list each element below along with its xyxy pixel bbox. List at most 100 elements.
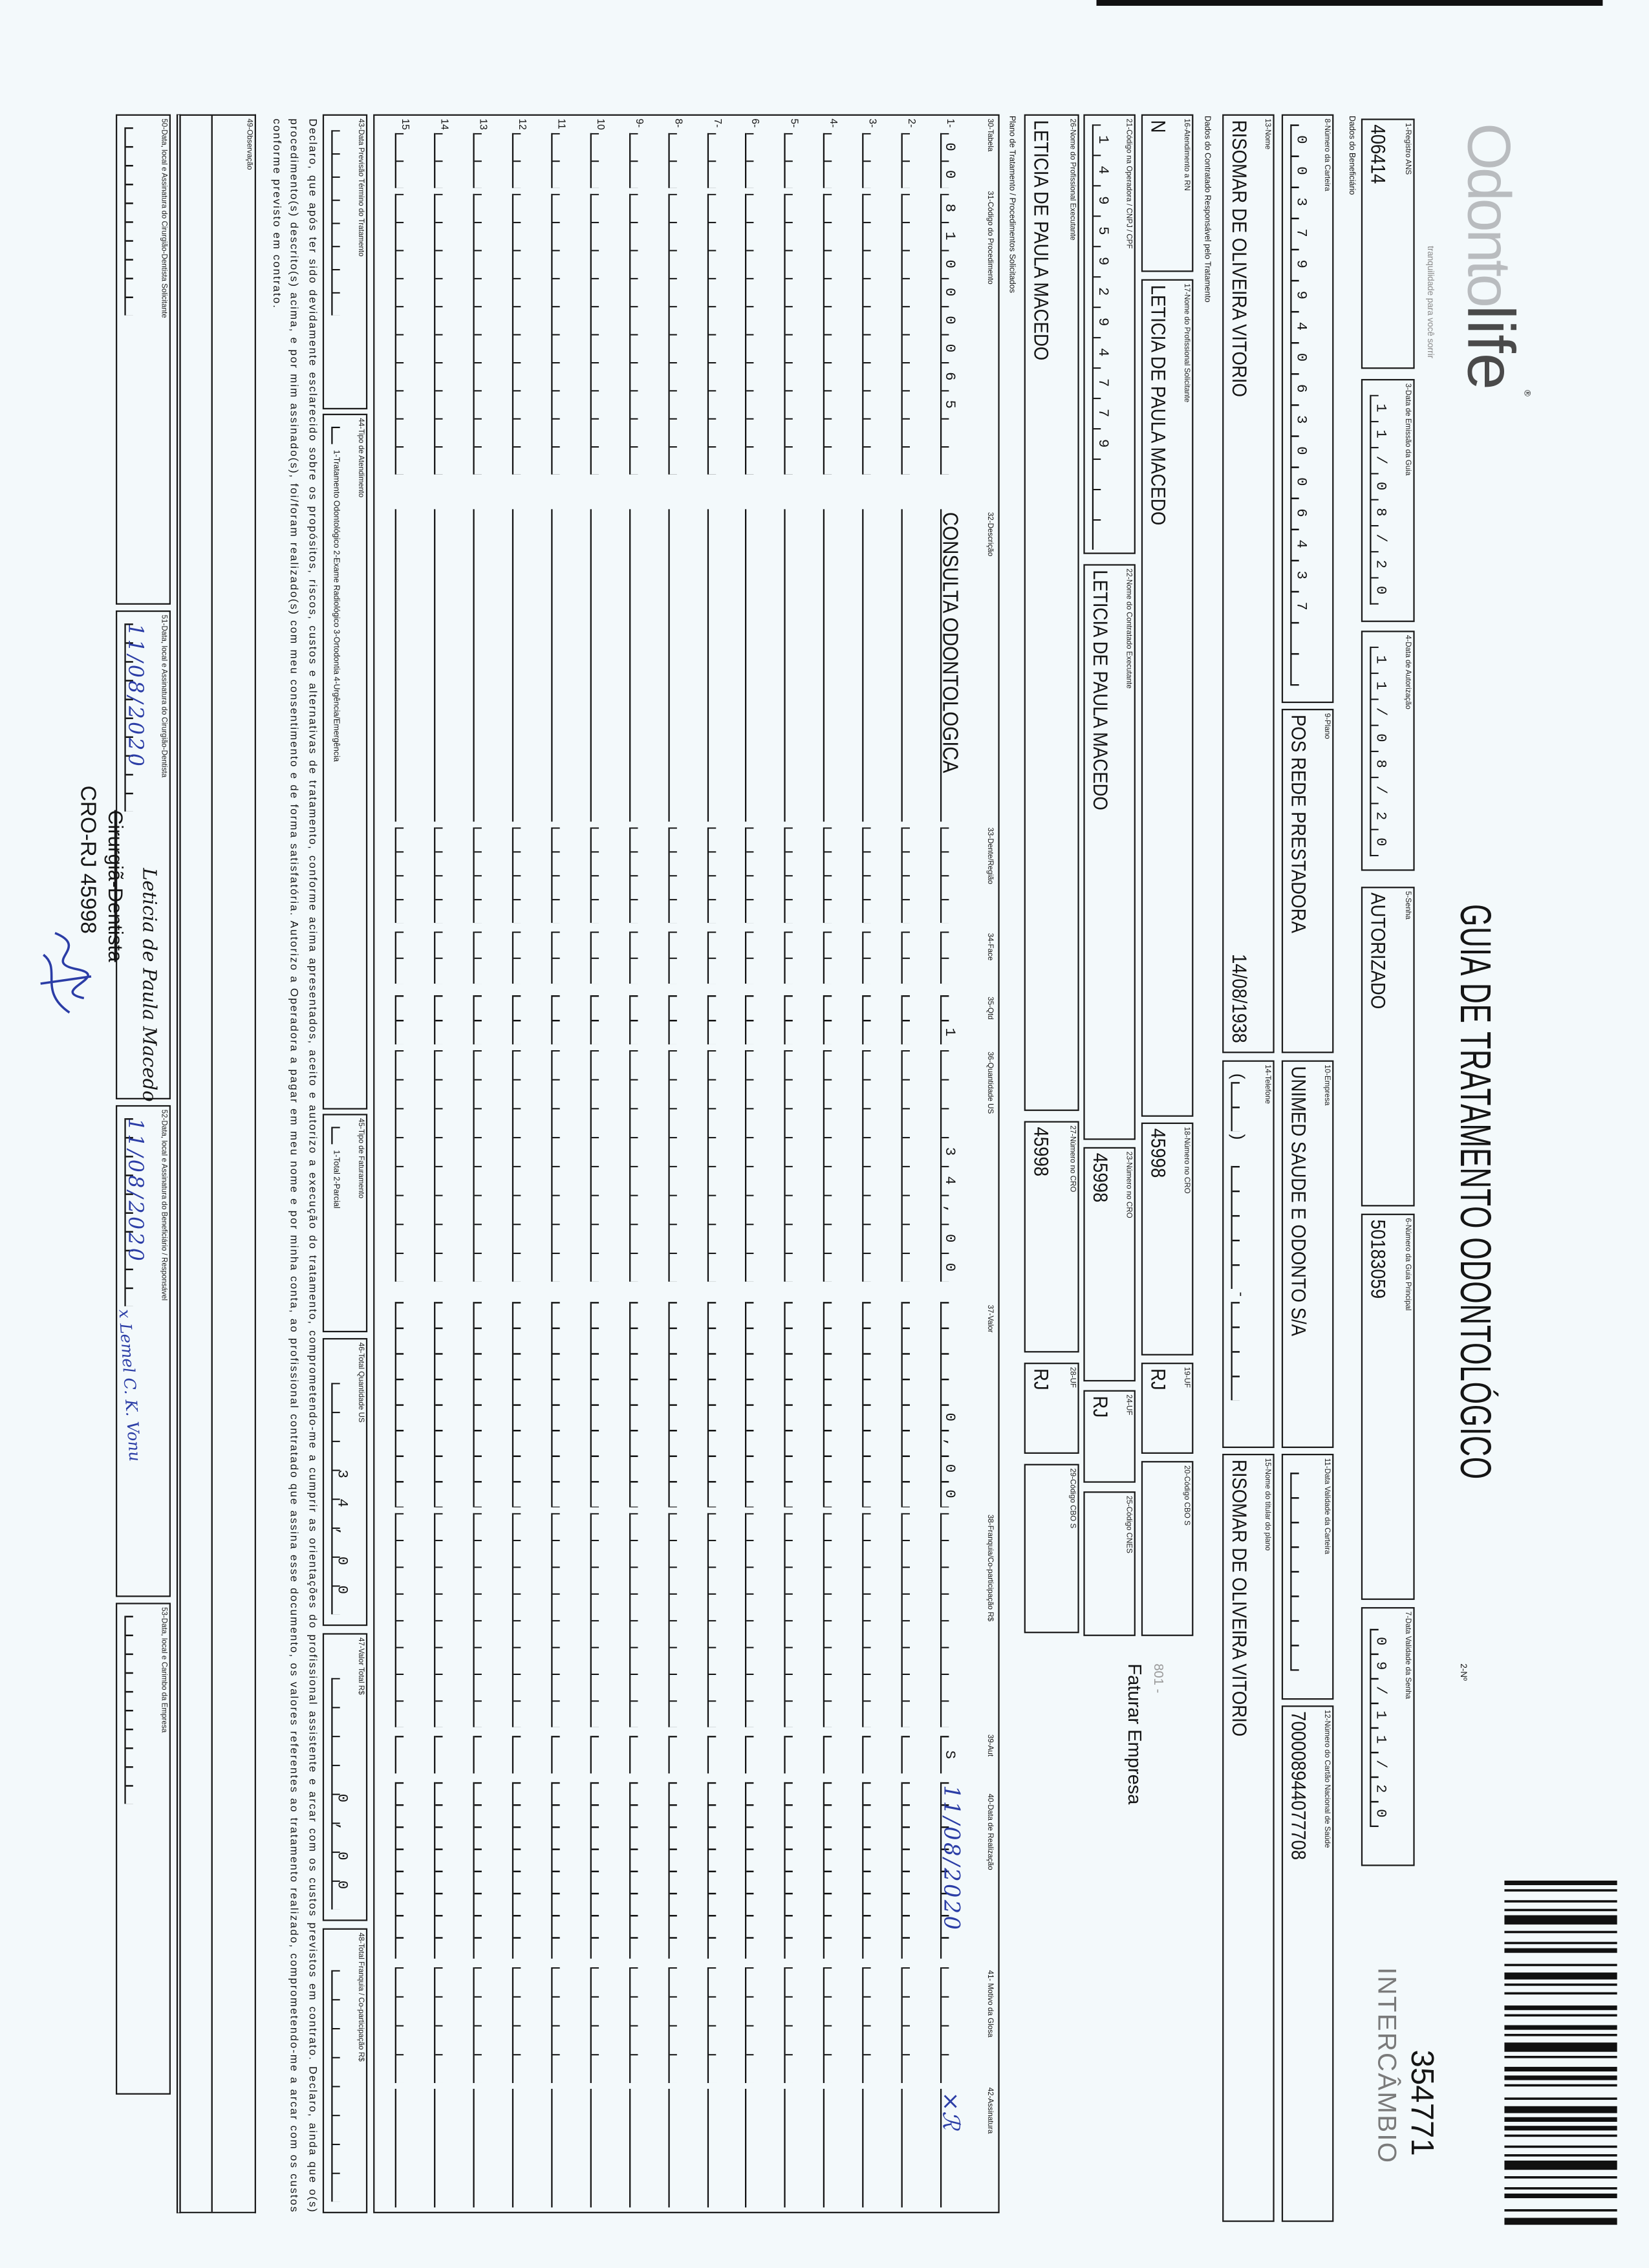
cell-qtd[interactable]: [706, 995, 722, 1044]
cell-assinatura-line[interactable]: [667, 2088, 683, 2208]
cell-tabela[interactable]: [667, 133, 683, 188]
cell-quantidade_us[interactable]: [590, 1050, 605, 1282]
cell-codigo[interactable]: [590, 193, 605, 475]
cell-data[interactable]: [706, 1782, 722, 1960]
cell-quantidade_us[interactable]: [434, 1050, 449, 1282]
cell-valor[interactable]: [395, 1302, 410, 1507]
cell-aut[interactable]: [784, 1736, 799, 1774]
cell-descricao-line[interactable]: [706, 509, 722, 822]
cell-motivo[interactable]: [706, 1967, 722, 2083]
cell-qtd[interactable]: [434, 995, 449, 1044]
cell-franquia[interactable]: [395, 1513, 410, 1727]
cell-codigo[interactable]: [901, 193, 916, 475]
field-total-franquia[interactable]: 48-Total Franquia / Co-participação R$: [322, 1928, 368, 2214]
cell-franquia[interactable]: [590, 1513, 605, 1727]
cell-tabela[interactable]: [746, 133, 760, 188]
cell-data[interactable]: [551, 1782, 566, 1960]
field-uf-contratado[interactable]: 24-UF RJ: [1083, 1390, 1136, 1483]
cell-valor[interactable]: [667, 1302, 683, 1507]
cell-valor[interactable]: [629, 1302, 644, 1507]
cell-qtd[interactable]: [823, 995, 838, 1044]
cell-data[interactable]: [512, 1782, 527, 1960]
cell-valor[interactable]: [473, 1302, 488, 1507]
field-assinatura-beneficiario[interactable]: 52-Data, local e Assinatura do Beneficiá…: [115, 1105, 171, 1597]
cell-face[interactable]: [512, 931, 527, 984]
cell-qtd[interactable]: [784, 995, 799, 1044]
cell-descricao-line[interactable]: [590, 509, 605, 822]
cell-motivo[interactable]: [667, 1967, 683, 2083]
cell-franquia[interactable]: [434, 1513, 449, 1727]
field-guia-principal[interactable]: 6-Número da Guia Principal 50183059: [1361, 1213, 1415, 1600]
cell-franquia[interactable]: [706, 1513, 722, 1727]
cell-dente[interactable]: [395, 827, 410, 923]
cell-data[interactable]: [667, 1782, 683, 1960]
cell-codigo[interactable]: [823, 193, 838, 475]
cell-aut[interactable]: [901, 1736, 916, 1774]
cell-face[interactable]: [434, 931, 449, 984]
cell-franquia[interactable]: [823, 1513, 838, 1727]
cell-aut[interactable]: [434, 1736, 449, 1774]
cell-franquia[interactable]: [862, 1513, 878, 1727]
cell-tabela[interactable]: [862, 133, 878, 188]
cell-assinatura-line[interactable]: [551, 2088, 566, 2208]
field-cro-contratado[interactable]: 23-Número no CRO 45998: [1083, 1147, 1136, 1382]
cell-quantidade_us[interactable]: [551, 1050, 566, 1282]
cell-motivo[interactable]: [395, 1967, 410, 2083]
cell-qtd[interactable]: [395, 995, 410, 1044]
cell-assinatura-line[interactable]: [395, 2088, 410, 2208]
cell-assinatura-line[interactable]: [901, 2088, 916, 2208]
cell-aut[interactable]: [551, 1736, 566, 1774]
cell-aut[interactable]: [667, 1736, 683, 1774]
cell-face[interactable]: [901, 931, 916, 984]
cell-aut[interactable]: [862, 1736, 878, 1774]
cell-face[interactable]: [590, 931, 605, 984]
cell-tabela[interactable]: [395, 133, 410, 188]
cell-qtd[interactable]: [551, 995, 566, 1044]
cell-descricao-line[interactable]: [551, 509, 566, 822]
cell-descricao-line[interactable]: [784, 509, 799, 822]
cell-motivo[interactable]: [629, 1967, 644, 2083]
cell-valor[interactable]: [706, 1302, 722, 1507]
cell-dente[interactable]: [901, 827, 916, 923]
cell-tabela[interactable]: [629, 133, 644, 188]
field-senha[interactable]: 5-Senha AUTORIZADO: [1361, 887, 1415, 1207]
cell-data[interactable]: [395, 1782, 410, 1960]
cell-descricao-line[interactable]: [395, 509, 410, 822]
cell-data[interactable]: [590, 1782, 605, 1960]
cell-motivo[interactable]: [434, 1967, 449, 2083]
cell-face[interactable]: [629, 931, 644, 984]
cell-franquia[interactable]: [512, 1513, 527, 1727]
cell-qtd[interactable]: [746, 995, 760, 1044]
cell-quantidade_us[interactable]: [473, 1050, 488, 1282]
field-codigo-operadora[interactable]: 21-Código na Operadora / CNPJ / CPF 1495…: [1083, 114, 1136, 554]
cell-face[interactable]: [940, 931, 955, 984]
cell-valor[interactable]: [823, 1302, 838, 1507]
field-cbo-solicitante[interactable]: 20-Código CBO S: [1141, 1461, 1194, 1636]
field-data-autorizacao[interactable]: 4-Data de Autorização 11/08/20: [1361, 631, 1415, 871]
cell-quantidade_us[interactable]: [706, 1050, 722, 1282]
cell-descricao-line[interactable]: [901, 509, 916, 822]
cell-assinatura-line[interactable]: [706, 2088, 722, 2208]
cell-tabela[interactable]: [590, 133, 605, 188]
cell-franquia[interactable]: [667, 1513, 683, 1727]
field-cnes[interactable]: 25-Código CNES: [1083, 1491, 1136, 1636]
cell-codigo[interactable]: [667, 193, 683, 475]
option-cell[interactable]: [331, 1127, 346, 1145]
cell-face[interactable]: [551, 931, 566, 984]
field-uf-solicitante[interactable]: 19-UF RJ: [1141, 1363, 1194, 1454]
cell-aut[interactable]: [823, 1736, 838, 1774]
cell-face[interactable]: [395, 931, 410, 984]
cell-aut[interactable]: [590, 1736, 605, 1774]
field-atendimento-rn[interactable]: 16-Atendimento a RN N: [1141, 114, 1194, 272]
cell-assinatura-line[interactable]: [434, 2088, 449, 2208]
cell-data[interactable]: [629, 1782, 644, 1960]
cell-franquia[interactable]: [901, 1513, 916, 1727]
cell-valor[interactable]: [551, 1302, 566, 1507]
cell-motivo[interactable]: [940, 1967, 955, 2083]
cell-franquia[interactable]: [551, 1513, 566, 1727]
cell-motivo[interactable]: [590, 1967, 605, 2083]
cell-franquia[interactable]: [473, 1513, 488, 1727]
field-tipo-atendimento[interactable]: 44-Tipo de Atendimento 1-Tratamento Odon…: [322, 413, 368, 1110]
cell-valor[interactable]: [512, 1302, 527, 1507]
cell-quantidade_us[interactable]: [862, 1050, 878, 1282]
